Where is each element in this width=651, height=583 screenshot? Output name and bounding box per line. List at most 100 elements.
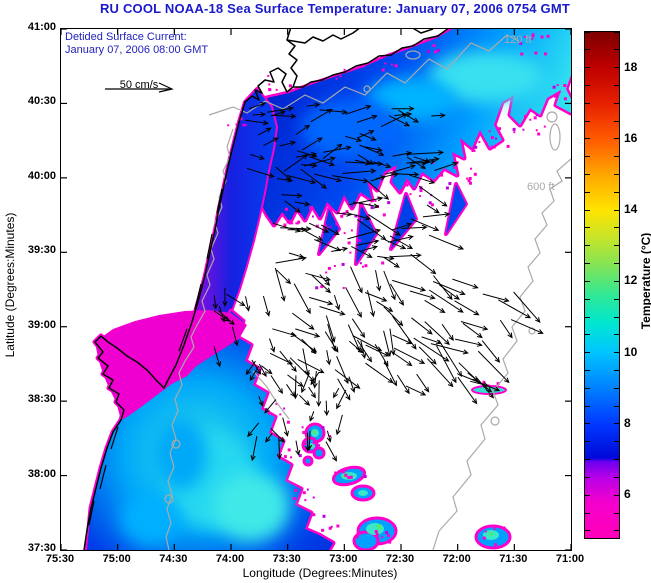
colorbar-tick (585, 316, 590, 318)
current-vector-arrow (432, 281, 466, 296)
current-vector-arrow (359, 133, 377, 141)
current-vector-arrow (422, 211, 451, 218)
current-vector-arrow (264, 399, 277, 414)
colorbar-tick (614, 441, 619, 443)
x-tick-label: 75:00 (102, 553, 131, 565)
current-vector-arrow (336, 211, 353, 217)
current-vector-arrow (258, 396, 264, 407)
y-tick-label: 40:30 (27, 95, 56, 108)
coast-main (83, 29, 449, 550)
colorbar-tick (614, 352, 619, 354)
current-vector-arrow (454, 300, 480, 316)
colorbar-tick (614, 494, 619, 496)
current-vector-arrow (424, 299, 446, 313)
current-vector-arrow (299, 394, 311, 406)
current-vector-arrow (389, 252, 422, 259)
current-vector-arrow (287, 374, 304, 387)
current-vector-arrow (294, 201, 311, 207)
current-vector-arrow (323, 400, 330, 417)
current-vector-arrow (272, 113, 297, 119)
current-vector-arrow (356, 219, 387, 241)
current-vector-arrow (350, 266, 363, 294)
x-tick-label: 73:30 (272, 553, 301, 565)
current-vector-arrow (289, 357, 316, 383)
current-vector-arrow (477, 350, 510, 384)
current-vector-arrow (337, 378, 351, 401)
colorbar-tick (614, 405, 619, 407)
current-vector-arrow (269, 338, 276, 353)
colorbar-tick (585, 67, 590, 69)
current-vector-arrow (436, 345, 457, 384)
colorbar-tick (585, 49, 590, 51)
sst-core (301, 99, 401, 159)
current-vector-arrow (352, 335, 383, 352)
current-vector-arrow (392, 315, 417, 350)
current-vector-arrow (212, 295, 218, 310)
current-vector-arrow (424, 321, 450, 346)
current-vector-arrow (323, 145, 352, 153)
colorbar-tick (585, 227, 590, 229)
colorbar-tick (614, 209, 619, 211)
current-vector-arrow (499, 319, 513, 339)
current-vector-arrow (376, 300, 394, 312)
colorbar-tick (614, 298, 619, 300)
sst-cloud-gap-patches (301, 385, 512, 550)
current-vector-arrow (418, 185, 448, 207)
current-vector-arrow (249, 102, 267, 109)
current-vector-arrow (392, 334, 413, 345)
current-vector-arrow (265, 432, 273, 443)
current-vector-arrow (406, 150, 445, 156)
current-vector-arrow (325, 315, 336, 343)
current-vector-arrow (366, 180, 390, 200)
current-vector-arrow (380, 113, 409, 128)
colorbar-tick (585, 138, 590, 140)
current-vector-arrow (426, 358, 454, 388)
colorbar-tick (585, 530, 590, 532)
current-vector-arrow (351, 245, 373, 258)
y-tick-label: 39:00 (27, 318, 56, 331)
current-vector-arrow (431, 112, 446, 119)
colorbar-tick-label: 16 (624, 130, 638, 145)
current-vector-arrow (345, 161, 384, 167)
current-vector-arrow (401, 224, 428, 231)
colorbar-tick (585, 191, 590, 193)
current-vector-arrow (257, 127, 272, 136)
current-vector-arrow (334, 369, 361, 389)
current-vector-arrow (356, 239, 380, 246)
x-tick-label: 72:30 (385, 553, 415, 565)
current-vector-arrow (350, 213, 372, 221)
current-vector-arrow (359, 144, 385, 156)
current-vector-arrow (409, 174, 436, 185)
current-vector-arrow (267, 106, 295, 113)
current-vector-arrow (385, 239, 407, 250)
current-vector-arrow (365, 362, 394, 384)
map-plot-area: Detided Surface Current: January 07, 200… (60, 28, 572, 551)
y-tick-label: 38:00 (27, 467, 56, 480)
colorbar-tick (585, 334, 590, 336)
colorbar (584, 31, 620, 539)
colorbar-tick (585, 298, 590, 300)
colorbar-tick (614, 459, 619, 461)
current-vector-arrow (308, 386, 316, 399)
current-vector-arrow (335, 414, 343, 436)
current-vector-arrow (321, 224, 340, 235)
current-vector-arrow (413, 337, 450, 362)
sst-core (213, 473, 289, 541)
y-tick-label: 37:30 (27, 542, 56, 554)
current-vector-arrow (314, 173, 343, 183)
current-vector-arrow (428, 234, 465, 250)
current-vector-arrow (319, 109, 348, 115)
current-vector-arrow (310, 108, 333, 123)
x-axis-title: Longitude (Degrees:Minutes) (242, 566, 398, 580)
current-vector-arrow (347, 228, 382, 240)
colorbar-tick (585, 31, 590, 33)
colorbar-tick (614, 191, 619, 193)
current-vector-arrow (361, 245, 379, 252)
current-vector-arrow (421, 336, 442, 345)
current-vector-arrow (308, 222, 330, 233)
colorbar-title: Temperature (°C) (639, 232, 651, 330)
current-vector-arrow (373, 161, 392, 169)
current-vector-arrow (383, 306, 404, 327)
x-tick-label: 71:00 (555, 553, 585, 565)
barrier-islands (88, 148, 233, 526)
